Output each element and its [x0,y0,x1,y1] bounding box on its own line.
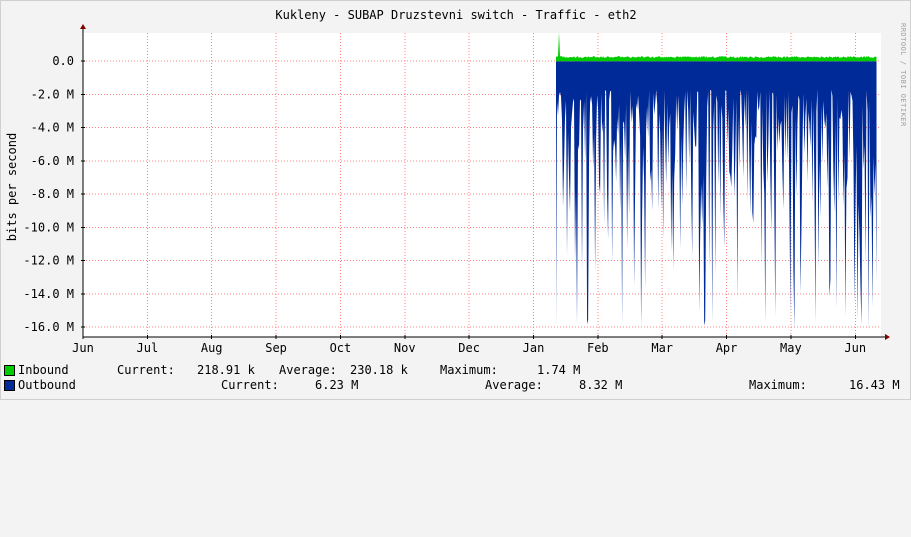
series-inbound-area [556,32,877,62]
x-tick-label: Feb [587,341,609,355]
y-tick-label: -12.0 M [23,254,74,268]
x-tick-labels: Jun Jul Aug Sep Oct Nov Dec Jan Feb Mar Apr May Jun [72,341,866,355]
inbound-name: Inbound [18,363,69,377]
y-tick-label: -2.0 M [31,87,74,101]
outbound-current-label: Current: [221,378,279,392]
x-tick-label: Jan [523,341,545,355]
x-tick-label: Apr [716,341,738,355]
traffic-chart: Kukleny - SUBAP Druzstevni switch - Traf… [5,8,907,355]
x-tick-label: Jun [72,341,94,355]
series-outbound-area [556,61,877,331]
x-tick-label: Dec [458,341,480,355]
outbound-average-label: Average: [485,378,543,392]
inbound-current-value: 218.91 k [197,363,255,377]
x-axis-arrow [885,334,890,340]
inbound-swatch [4,365,15,376]
y-tick-labels: 0.0 -2.0 M -4.0 M -6.0 M -8.0 M -10.0 M -12.0 … [23,54,74,334]
y-tick-label: 0.0 [52,54,74,68]
grid [81,33,881,339]
y-tick-label: -8.0 M [31,187,74,201]
y-tick-label: -10.0 M [23,220,74,234]
watermark: RRDTOOL / TOBI OETIKER [899,23,907,127]
y-tick-label: -6.0 M [31,154,74,168]
x-tick-label: Jul [137,341,159,355]
legend-row-inbound: Inbound Current: 218.91 k Average: 230.1… [1,362,580,378]
y-axis-label: bits per second [5,133,19,241]
outbound-maximum-value: 16.43 M [849,378,900,392]
outbound-maximum-label: Maximum: [749,378,807,392]
inbound-maximum-label: Maximum: [440,363,498,377]
inbound-average-value: 230.18 k [350,363,408,377]
y-tick-label: -14.0 M [23,287,74,301]
chart-title: Kukleny - SUBAP Druzstevni switch - Traf… [275,8,636,22]
x-tick-label: Mar [651,341,673,355]
x-tick-label: Oct [330,341,352,355]
outbound-swatch [4,380,15,391]
inbound-average-label: Average: [279,363,337,377]
inbound-current-label: Current: [117,363,175,377]
x-tick-label: May [780,341,802,355]
outbound-name: Outbound [18,378,76,392]
y-tick-label: -16.0 M [23,320,74,334]
x-tick-label: Sep [265,341,287,355]
y-tick-label: -4.0 M [31,121,74,135]
y-axis-arrow [80,24,86,29]
x-tick-label: Nov [394,341,416,355]
axes [80,24,890,340]
series-layer [556,32,877,331]
x-tick-label: Jun [844,341,866,355]
chart-frame: Kukleny - SUBAP Druzstevni switch - Traf… [0,0,911,400]
legend-row-outbound: Outbound Current: 6.23 M Average: 8.32 M… [1,377,900,393]
outbound-average-value: 8.32 M [579,378,623,392]
inbound-maximum-value: 1.74 M [537,363,581,377]
outbound-current-value: 6.23 M [315,378,359,392]
x-tick-label: Aug [201,341,223,355]
